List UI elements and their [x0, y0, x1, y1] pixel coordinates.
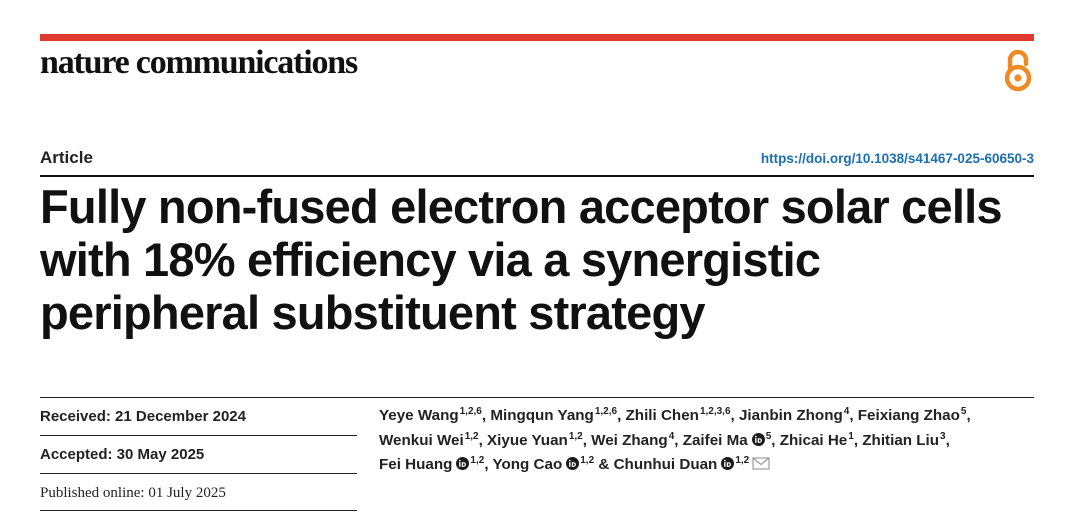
open-access-icon[interactable]: [1002, 46, 1034, 94]
orcid-icon[interactable]: [751, 432, 765, 446]
author-name[interactable]: Zaifei Ma 5: [682, 430, 772, 449]
dates-divider-top: [40, 397, 1034, 398]
author-name-text: Zhili Chen: [625, 407, 699, 424]
author-name-text: Wenkui Wei: [379, 431, 464, 449]
article-title: Fully non-fused electron acceptor solar …: [40, 180, 1003, 339]
author-name[interactable]: Chunhui Duan 1,2: [614, 456, 771, 473]
author-name[interactable]: Feixiang Zhao5: [857, 406, 967, 425]
author-name[interactable]: Zhili Chen1,2,3,6: [625, 406, 731, 425]
affiliation-marker[interactable]: 1,2,3,6: [699, 406, 731, 417]
author-name[interactable]: Jianbin Zhong4: [738, 406, 850, 425]
author-name-text: Yeye Wang: [379, 407, 459, 424]
title-divider: [40, 175, 1034, 177]
author-name[interactable]: Wenkui Wei1,2: [379, 430, 479, 449]
author-name[interactable]: Zhitian Liu3: [862, 430, 946, 449]
affiliation-marker[interactable]: 1: [848, 430, 854, 442]
journal-name[interactable]: nature communications: [40, 44, 358, 81]
email-icon[interactable]: [752, 457, 770, 470]
affiliation-marker[interactable]: 1,2: [580, 455, 595, 466]
author-name[interactable]: Mingqun Yang1,2,6: [490, 406, 618, 425]
affiliation-marker[interactable]: 5: [765, 430, 772, 442]
orcid-icon[interactable]: [456, 457, 470, 470]
author-name-text: Jianbin Zhong: [738, 407, 843, 424]
date-divider: [40, 473, 357, 474]
affiliation-marker[interactable]: 1,2: [568, 430, 583, 442]
author-name[interactable]: Xiyue Yuan1,2: [487, 430, 583, 449]
affiliation-marker[interactable]: 1,2,6: [459, 406, 482, 417]
author-name[interactable]: Yong Cao 1,2: [492, 455, 595, 474]
author-name[interactable]: Wei Zhang4: [591, 430, 675, 449]
affiliation-marker[interactable]: 3: [940, 430, 946, 442]
published-date: Published online: 01 July 2025: [40, 485, 226, 501]
author-name-text: Wei Zhang: [591, 431, 668, 449]
author-name-text: Mingqun Yang: [490, 407, 594, 424]
doi-link[interactable]: https://doi.org/10.1038/s41467-025-60650…: [760, 151, 1034, 166]
affiliation-marker[interactable]: 1,2: [735, 455, 750, 466]
author-name-text: Chunhui Duan: [613, 456, 718, 473]
author-name-text: Feixiang Zhao: [857, 407, 960, 424]
received-date: Received: 21 December 2024: [40, 408, 246, 425]
author-list: Yeye Wang1,2,6, Mingqun Yang1,2,6, Zhili…: [379, 406, 971, 474]
author-name[interactable]: Zhicai He1: [779, 430, 854, 449]
author-name-text: Yong Cao: [492, 456, 563, 473]
article-type: Article: [40, 148, 93, 167]
author-name[interactable]: Yeye Wang1,2,6: [379, 406, 482, 425]
affiliation-marker[interactable]: 5: [960, 406, 967, 417]
orcid-icon[interactable]: [721, 457, 735, 470]
affiliation-marker[interactable]: 1,2,6: [594, 406, 618, 417]
author-name-text: Zhicai He: [779, 431, 848, 449]
affiliation-marker[interactable]: 1,2: [470, 455, 485, 466]
author-name-text: Zaifei Ma: [682, 431, 748, 449]
date-divider: [40, 435, 357, 436]
date-divider: [40, 510, 357, 511]
affiliation-marker[interactable]: 1,2: [464, 430, 479, 442]
author-name-text: Zhitian Liu: [862, 431, 940, 449]
author-name[interactable]: Fei Huang 1,2: [379, 455, 485, 474]
affiliation-marker[interactable]: 4: [843, 406, 850, 417]
accepted-date: Accepted: 30 May 2025: [40, 446, 205, 463]
journal-accent-bar: [40, 34, 1034, 41]
orcid-icon[interactable]: [566, 457, 580, 470]
author-name-text: Fei Huang: [379, 456, 453, 473]
affiliation-marker[interactable]: 4: [668, 430, 675, 442]
author-name-text: Xiyue Yuan: [487, 431, 568, 449]
